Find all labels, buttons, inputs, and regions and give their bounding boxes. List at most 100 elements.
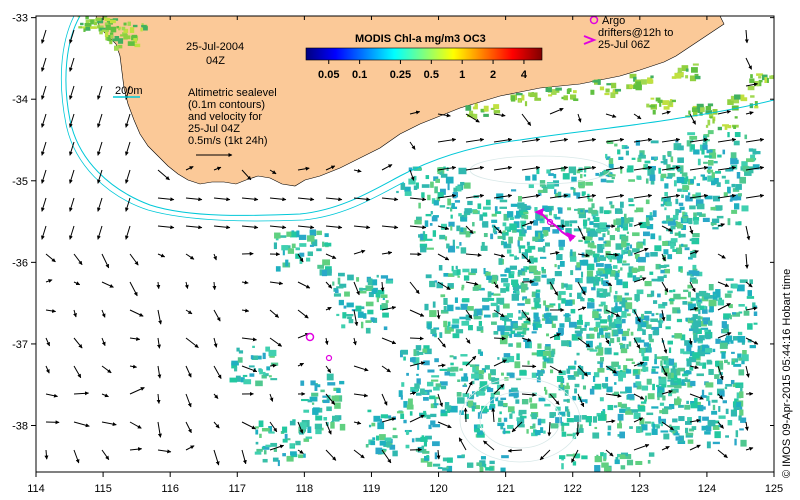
chl-pixel	[642, 329, 646, 335]
chl-pixel	[658, 321, 663, 328]
chl-pixel	[430, 413, 437, 418]
chl-pixel	[584, 240, 591, 244]
coastal-chl-pixel	[739, 94, 745, 98]
chl-pixel	[533, 319, 541, 326]
coastal-chl-pixel	[749, 78, 755, 84]
chl-pixel	[690, 401, 697, 405]
isobath-200m	[65, 16, 774, 216]
chl-pixel	[581, 415, 587, 420]
chl-pixel	[236, 347, 240, 352]
chl-pixel	[554, 264, 557, 268]
velocity-arrow	[661, 165, 681, 171]
chl-pixel	[417, 363, 420, 370]
velocity-arrow	[69, 57, 75, 72]
chl-pixel	[652, 423, 656, 430]
chl-pixel	[518, 409, 527, 415]
chl-pixel	[323, 416, 328, 421]
chl-pixel	[515, 399, 520, 404]
chl-pixel	[500, 372, 504, 376]
chl-pixel	[518, 310, 521, 314]
chl-pixel	[752, 164, 760, 170]
chl-pixel	[613, 391, 619, 397]
argo-float-marker[interactable]	[546, 218, 554, 226]
chl-pixel	[692, 233, 700, 238]
chl-pixel	[518, 236, 523, 241]
velocity-arrow	[409, 110, 421, 115]
chl-pixel	[470, 394, 475, 399]
velocity-arrow	[437, 113, 451, 118]
chl-pixel	[598, 237, 604, 241]
chl-pixel	[596, 308, 602, 312]
chl-pixel	[517, 303, 525, 306]
chl-pixel	[333, 293, 342, 297]
chl-pixel	[716, 182, 721, 187]
chl-pixel	[582, 385, 587, 390]
chl-pixel	[355, 305, 362, 312]
chl-pixel	[490, 302, 498, 307]
chl-pixel	[657, 396, 660, 401]
chl-pixel	[579, 259, 585, 266]
chl-pixel	[625, 302, 633, 310]
coastal-chl-pixel	[646, 103, 650, 108]
coastal-chl-pixel	[84, 22, 92, 27]
chl-pixel	[611, 329, 615, 337]
chl-pixel	[430, 210, 433, 215]
velocity-arrow	[605, 419, 616, 424]
coastal-chl-pixel	[104, 22, 109, 26]
chl-pixel	[504, 226, 510, 231]
chl-pixel	[636, 289, 644, 295]
x-tick-label: 123	[631, 483, 649, 495]
chl-pixel	[404, 186, 411, 192]
chl-pixel	[429, 395, 436, 400]
chl-pixel	[697, 341, 703, 344]
chl-pixel	[385, 300, 389, 303]
velocity-arrow	[381, 197, 399, 202]
chl-pixel	[583, 223, 587, 229]
chl-pixel	[682, 217, 688, 223]
chl-pixel	[502, 316, 508, 320]
chl-pixel	[698, 316, 703, 320]
chl-pixel	[562, 173, 570, 180]
chl-pixel	[471, 373, 480, 379]
colorbar-title: MODIS Chl-a mg/m3 OC3	[355, 33, 486, 45]
coastal-chl-pixel	[707, 103, 714, 107]
velocity-arrow	[458, 437, 467, 451]
chl-pixel	[670, 156, 674, 163]
argo-float-marker[interactable]	[305, 332, 315, 342]
chl-pixel	[681, 243, 684, 247]
argo-float-marker[interactable]	[325, 354, 333, 362]
velocity-arrow	[633, 247, 649, 255]
chl-pixel	[296, 230, 300, 238]
chl-pixel	[734, 132, 741, 138]
chl-pixel	[660, 175, 664, 182]
chl-pixel	[476, 390, 485, 396]
chl-pixel	[614, 271, 620, 278]
chl-pixel	[711, 399, 718, 403]
chl-pixel	[676, 309, 681, 314]
chl-pixel	[638, 339, 645, 343]
chl-pixel	[559, 455, 566, 460]
chl-pixel	[517, 239, 520, 247]
chl-pixel	[502, 233, 506, 241]
velocity-arrow	[745, 365, 750, 378]
velocity-arrow	[689, 281, 696, 293]
velocity-arrow	[157, 337, 161, 349]
chl-pixel	[509, 413, 513, 419]
coastal-chl-pixel	[641, 79, 647, 85]
chl-pixel	[461, 286, 464, 291]
chl-pixel	[569, 365, 576, 369]
legend-line-3: and velocity for	[188, 111, 262, 123]
chl-pixel	[598, 342, 602, 349]
velocity-arrow	[465, 165, 485, 171]
chl-pixel	[565, 299, 573, 306]
chl-pixel	[527, 360, 530, 365]
chl-pixel	[541, 274, 547, 278]
chl-pixel	[453, 356, 457, 360]
chl-pixel	[586, 227, 591, 233]
argo-arrowhead	[534, 208, 544, 216]
chl-pixel	[416, 378, 421, 385]
chl-pixel	[724, 386, 728, 390]
coastal-chl-pixel	[629, 73, 637, 79]
chl-pixel	[621, 302, 628, 308]
chl-pixel	[499, 316, 503, 321]
